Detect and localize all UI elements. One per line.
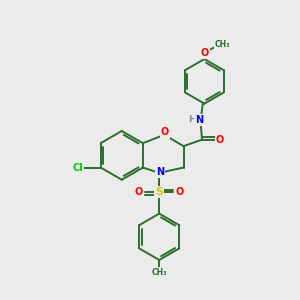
Text: S: S <box>155 187 163 197</box>
Text: O: O <box>161 128 169 137</box>
Text: N: N <box>195 115 203 125</box>
Text: N: N <box>156 167 164 177</box>
Text: CH₃: CH₃ <box>152 268 167 277</box>
Text: O: O <box>200 47 208 58</box>
Text: Cl: Cl <box>72 163 83 172</box>
Text: CH₃: CH₃ <box>215 40 231 49</box>
Text: O: O <box>216 135 224 145</box>
Text: O: O <box>135 187 143 197</box>
Text: O: O <box>175 187 184 197</box>
Text: H: H <box>188 116 196 124</box>
